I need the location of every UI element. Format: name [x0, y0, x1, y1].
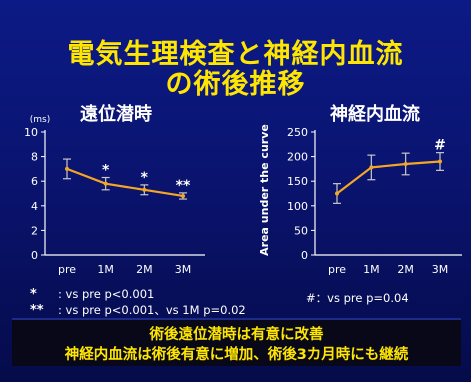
note-double-star: ** : vs pre p<0.001、vs 1M p=0.02	[30, 302, 246, 318]
x-tick-label: 1M	[363, 263, 380, 276]
note1-text: : vs pre p<0.001	[58, 287, 155, 301]
note-hash: #：vs pre p=0.04	[306, 291, 409, 305]
x-tick-label: 3M	[432, 263, 449, 276]
y-tick-label: 200	[287, 151, 308, 164]
y-tick-label: 50	[294, 224, 308, 237]
y-tick-label: 6	[31, 175, 38, 188]
x-tick-label: pre	[328, 263, 346, 276]
x-tick-label: 1M	[97, 263, 114, 276]
summary-banner: 術後遠位潜時は有意に改善 神経内血流は術後有意に増加、術後3カ月時にも継続	[12, 318, 461, 366]
chart1-title: 遠位潜時	[80, 104, 152, 125]
y-tick-label: 10	[24, 126, 38, 139]
data-point	[142, 187, 147, 192]
x-tick-label: 2M	[397, 263, 414, 276]
y-axis-label: (ms)	[30, 115, 50, 125]
significance-mark: #	[434, 138, 446, 154]
y-axis-label: Area under the curve	[258, 124, 271, 256]
series-line	[336, 160, 441, 195]
chart2-title: 神経内血流	[330, 104, 420, 125]
significance-mark: **	[176, 178, 191, 194]
y-tick-label: 0	[31, 249, 38, 262]
note1-symbol: *	[30, 287, 37, 302]
note2-text: : vs pre p<0.001、vs 1M p=0.02	[58, 303, 246, 317]
data-point	[438, 159, 442, 164]
y-tick-label: 2	[31, 224, 38, 237]
y-tick-label: 150	[287, 175, 308, 188]
data-point	[65, 166, 69, 171]
banner-line1: 術後遠位潜時は有意に改善	[149, 327, 324, 343]
banner-line2: 神経内血流は術後有意に増加、術後3カ月時にも継続	[64, 347, 409, 363]
data-point	[181, 193, 185, 198]
note-single-star: * : vs pre p<0.001	[30, 287, 154, 302]
slide-title-line2: の術後推移	[165, 69, 306, 100]
significance-mark: *	[102, 163, 110, 179]
significance-mark: *	[141, 170, 149, 186]
note2-symbol: **	[30, 303, 44, 318]
y-tick-label: 4	[31, 200, 38, 213]
y-tick-label: 8	[31, 151, 38, 164]
y-tick-label: 0	[301, 249, 308, 262]
data-point	[103, 181, 108, 186]
data-point	[335, 191, 339, 196]
x-tick-label: 2M	[136, 263, 153, 276]
data-point	[369, 165, 374, 170]
x-tick-label: pre	[58, 263, 76, 276]
data-point	[403, 161, 408, 166]
series-line	[66, 167, 184, 198]
x-tick-label: 3M	[175, 263, 192, 276]
slide-title-line1: 電気生理検査と神経内血流	[67, 39, 404, 70]
y-tick-label: 250	[287, 126, 308, 139]
y-tick-label: 100	[287, 200, 308, 213]
